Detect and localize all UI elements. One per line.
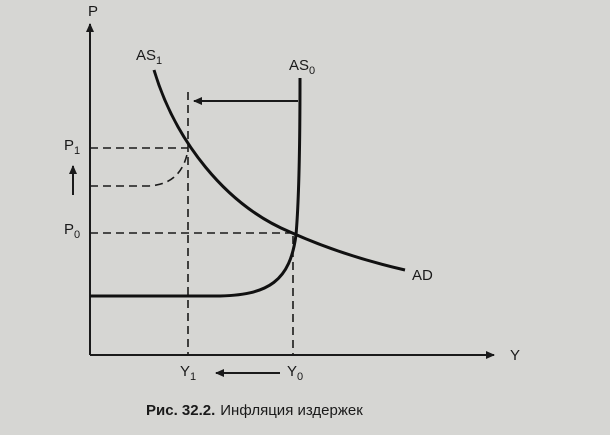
x-axis-label: Y xyxy=(510,347,520,364)
ad-curve xyxy=(152,69,406,272)
caption: Рис. 32.2. Инфляция издержек xyxy=(146,402,363,419)
as0-label: AS0 xyxy=(289,57,315,77)
p1-label: P1 xyxy=(64,137,80,157)
y-axis-label: P xyxy=(88,3,98,20)
y1-label: Y1 xyxy=(180,363,196,383)
y0-label: Y0 xyxy=(287,363,303,383)
p0-label: P0 xyxy=(64,221,80,241)
ad-label: AD xyxy=(412,267,433,284)
as1-label: AS1 xyxy=(136,47,162,67)
as1-curve xyxy=(90,149,189,187)
